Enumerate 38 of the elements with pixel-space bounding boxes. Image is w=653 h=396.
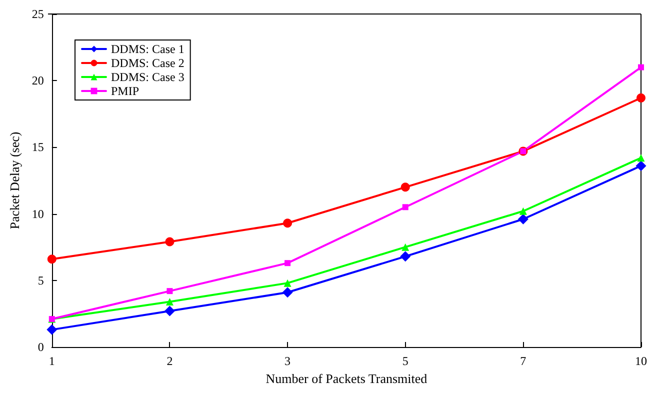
point [283, 218, 292, 228]
y-tick-label: 5 [38, 273, 44, 288]
x-axis-title: Number of Packets Transmited [266, 370, 428, 386]
point [518, 214, 528, 224]
point [400, 182, 410, 192]
x-tick-label: 2 [166, 354, 173, 368]
point [47, 254, 56, 264]
y-tick-label: 20 [32, 74, 44, 88]
point [402, 243, 410, 251]
point [636, 93, 646, 102]
x-tick-label: 10 [635, 354, 647, 368]
legend-label: DDMS: Case 1 [111, 42, 184, 56]
point [519, 207, 527, 215]
point [637, 154, 645, 162]
point [166, 298, 174, 306]
point [402, 204, 408, 210]
point [400, 251, 411, 262]
x-tick-label: 7 [520, 354, 526, 368]
y-tick-label: 10 [32, 206, 44, 221]
legend-label: DDMS: Case 2 [111, 56, 184, 70]
point [282, 287, 293, 298]
y-tick-label: 25 [32, 7, 44, 21]
y-tick-label: 0 [38, 340, 44, 354]
x-tick-label: 3 [284, 354, 291, 368]
x-tick-label: 5 [402, 354, 408, 368]
point [166, 288, 173, 294]
x-tick-label: 1 [48, 354, 55, 368]
point [284, 260, 291, 266]
y-axis-title: Packet Delay (sec) [7, 132, 22, 230]
point [164, 306, 175, 316]
point [636, 160, 646, 172]
y-tick-label: 15 [32, 140, 44, 154]
legend-label: PMIP [111, 84, 140, 98]
legend-label: DDMS: Case 3 [111, 70, 184, 84]
point [638, 64, 644, 70]
point [46, 324, 58, 335]
point [165, 237, 174, 246]
point [284, 279, 292, 287]
